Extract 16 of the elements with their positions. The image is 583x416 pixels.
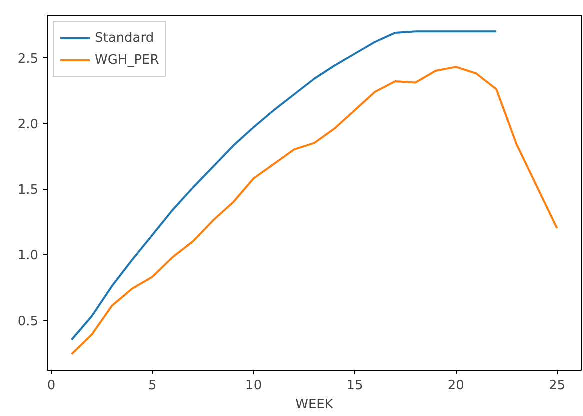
x-tick-label: 15 bbox=[346, 378, 364, 394]
legend-label: Standard bbox=[95, 30, 154, 46]
y-tick-label: 1.5 bbox=[18, 183, 39, 198]
y-tick-label: 2.0 bbox=[18, 117, 39, 132]
y-tick-label: 2.5 bbox=[18, 52, 39, 67]
x-tick-label: 5 bbox=[148, 378, 157, 394]
y-tick-label: 1.0 bbox=[18, 248, 39, 264]
x-tick-label: 0 bbox=[47, 378, 56, 394]
x-tick-label: 20 bbox=[448, 378, 464, 394]
y-tick-label: 0.5 bbox=[18, 314, 39, 330]
x-tick-label: 25 bbox=[548, 378, 566, 394]
legend-label: WGH_PER bbox=[95, 52, 160, 68]
x-tick-label: 10 bbox=[246, 378, 262, 394]
x-axis-title: WEEK bbox=[296, 398, 334, 412]
line-series bbox=[70, 30, 498, 341]
line-series bbox=[70, 66, 558, 356]
